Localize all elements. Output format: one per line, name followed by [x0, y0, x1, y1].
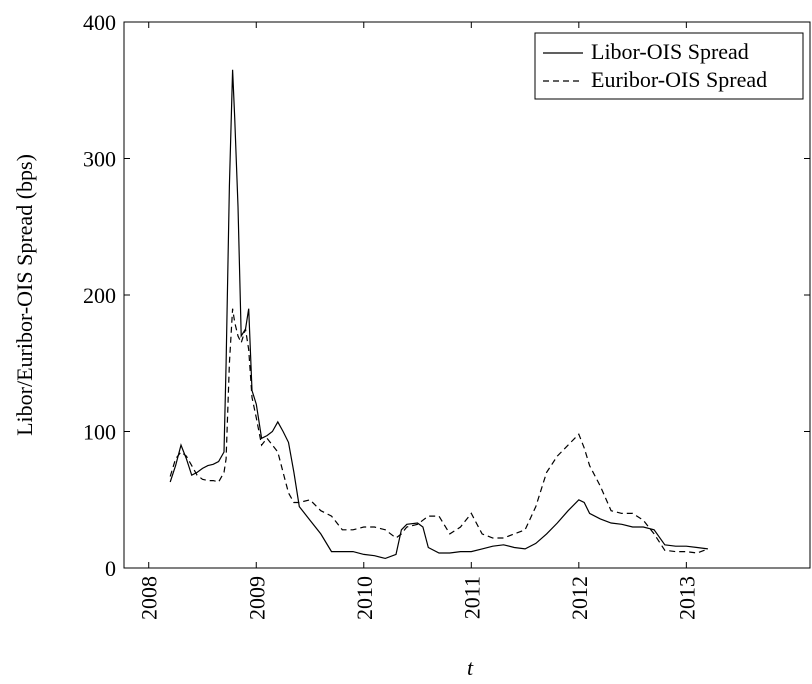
legend-box	[534, 32, 804, 100]
x-tick-label: 2013	[674, 576, 699, 620]
y-tick-label: 200	[83, 283, 116, 308]
x-tick-label: 2008	[137, 576, 162, 620]
y-tick-label: 100	[83, 420, 116, 445]
series-line	[169, 308, 709, 554]
legend-label: Euribor-OIS Spread	[591, 67, 767, 92]
series-line	[169, 69, 708, 560]
legend-label: Libor-OIS Spread	[591, 39, 749, 64]
y-tick-label: 0	[105, 556, 116, 581]
y-tick-label: 300	[83, 147, 116, 172]
x-tick-label: 2010	[352, 576, 377, 620]
y-tick-label: 400	[83, 10, 116, 35]
x-tick-label: 2011	[459, 576, 484, 619]
x-axis-label: t	[467, 655, 474, 680]
x-tick-label: 2012	[567, 576, 592, 620]
x-tick-label: 2009	[244, 576, 269, 620]
y-axis-label: Libor/Euribor-OIS Spread (bps)	[12, 154, 37, 436]
